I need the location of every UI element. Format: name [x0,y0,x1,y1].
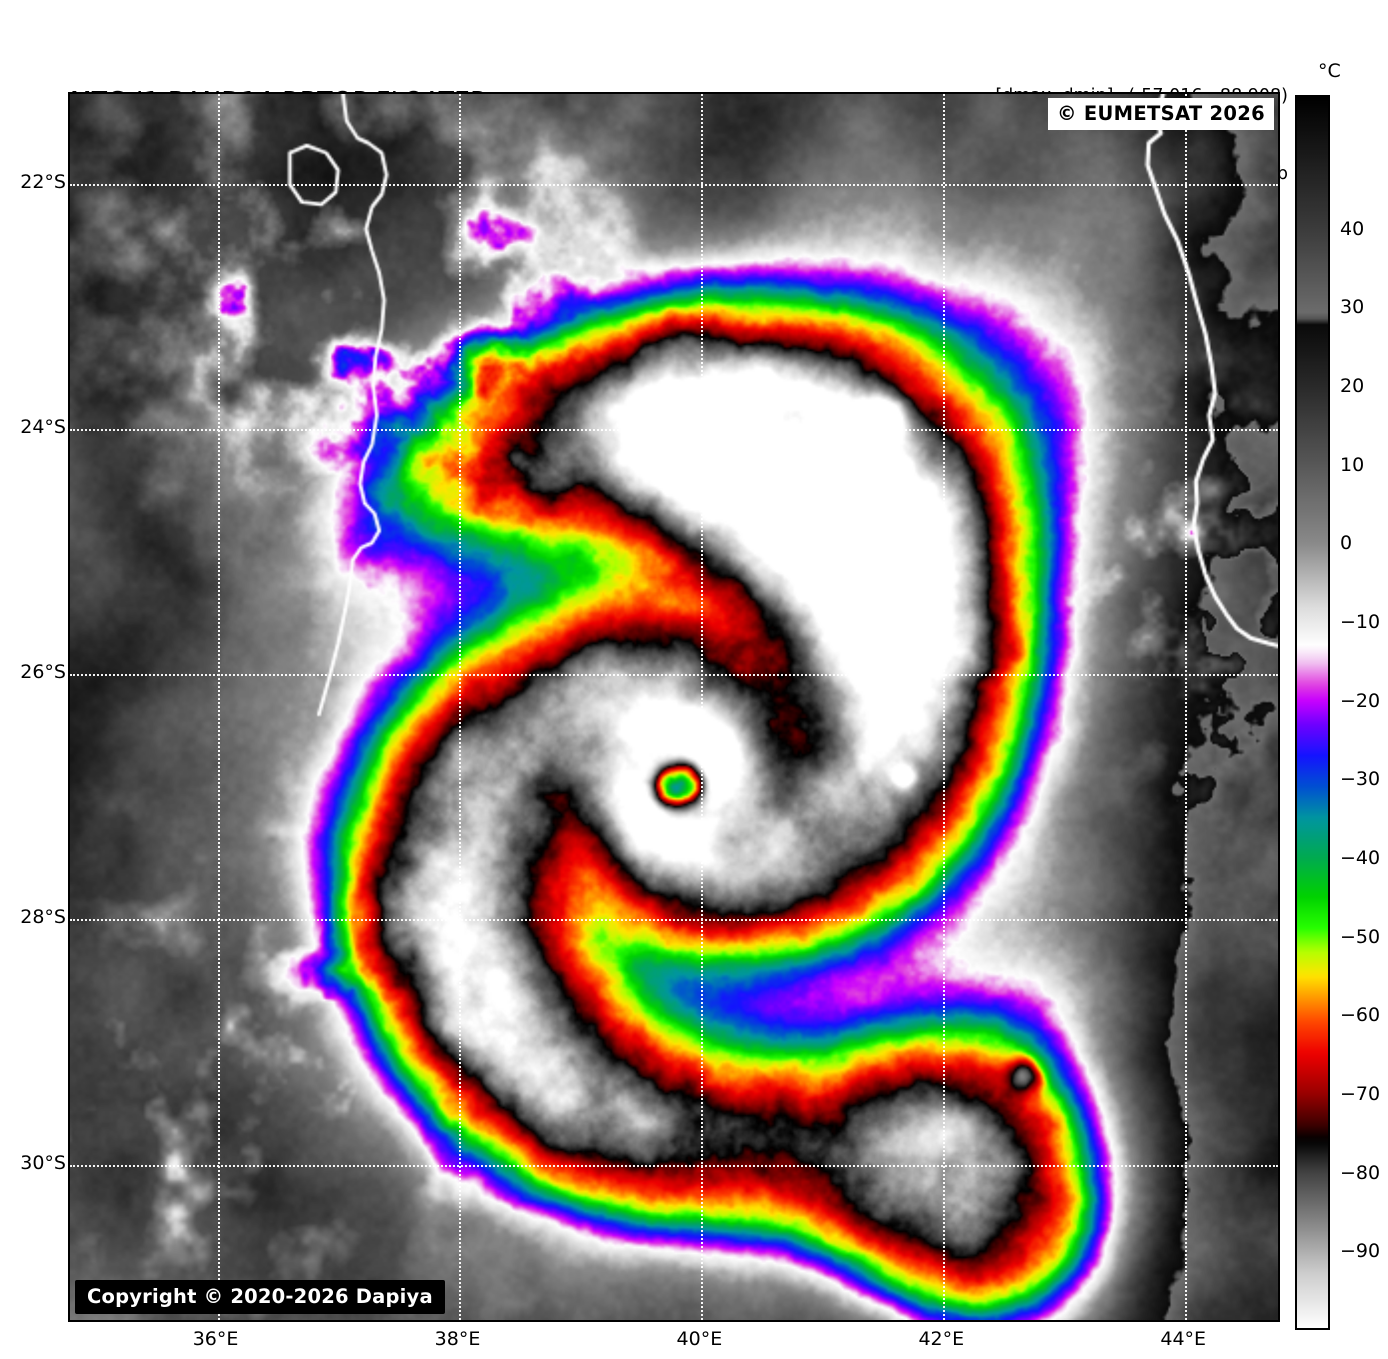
colorbar-tick--20: −20 [1340,689,1381,712]
colorbar-tick--40: −40 [1340,847,1381,870]
gridline-lat [70,1164,1278,1167]
gridline-lon [217,94,220,1320]
gridline-lat [70,183,1278,186]
lon-tick-40°E: 40°E [676,1328,723,1350]
colorbar-gradient [1297,97,1328,1328]
colorbar-tick--60: −60 [1340,1004,1381,1027]
gridline-lon [1185,94,1188,1320]
colorbar-unit-label: °C [1318,60,1341,82]
eumetsat-watermark: © EUMETSAT 2026 [1048,98,1274,130]
colorbar-tick-30: 30 [1340,296,1365,319]
colorbar-tick--10: −10 [1340,611,1381,634]
gridline-lat [70,674,1278,677]
lon-tick-38°E: 38°E [434,1328,481,1350]
gridline-lon [701,94,704,1320]
colorbar-tick-10: 10 [1340,453,1365,476]
gridline-lon [943,94,946,1320]
gridline-lon [459,94,462,1320]
gridline-lat [70,919,1278,922]
lat-tick-24°S: 24°S [20,415,66,438]
copyright-watermark: Copyright © 2020-2026 Dapiya [75,1280,445,1314]
colorbar-tick-40: 40 [1340,217,1365,240]
lat-tick-22°S: 22°S [20,170,66,193]
lon-tick-36°E: 36°E [192,1328,239,1350]
colorbar-tick--80: −80 [1340,1161,1381,1184]
lon-tick-44°E: 44°E [1160,1328,1207,1350]
satellite-image-plot[interactable]: © EUMETSAT 2026 Copyright © 2020-2026 Da… [68,92,1280,1322]
colorbar-tick--90: −90 [1340,1240,1381,1263]
infrared-brightness-temperature-heatmap [70,94,1278,1320]
colorbar-tick--70: −70 [1340,1083,1381,1105]
gridline-lat [70,428,1278,431]
colorbar-tick-20: 20 [1340,375,1365,398]
colorbar-tick--50: −50 [1340,925,1381,948]
colorbar[interactable] [1295,95,1330,1330]
colorbar-tick--30: −30 [1340,768,1381,791]
lat-tick-30°S: 30°S [20,1151,66,1174]
colorbar-tick-0: 0 [1340,532,1353,555]
lat-tick-26°S: 26°S [20,661,66,684]
lon-tick-42°E: 42°E [918,1328,965,1350]
lat-tick-28°S: 28°S [20,906,66,929]
